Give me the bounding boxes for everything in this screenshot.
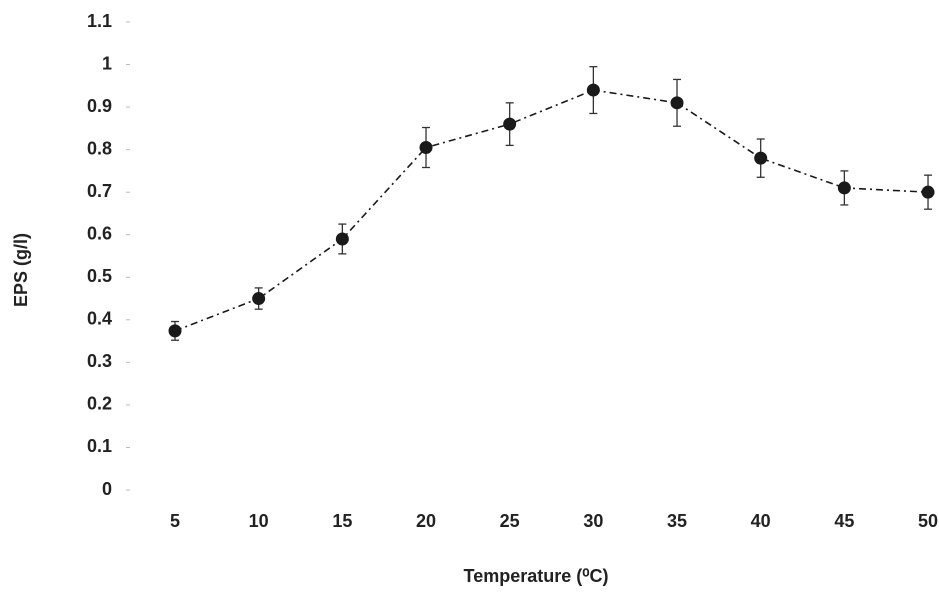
x-axis-label: Temperature (⁰C) (464, 566, 609, 586)
x-tick-label: 50 (918, 511, 938, 531)
y-tick-label: 0.4 (87, 309, 112, 329)
x-tick-label: 25 (500, 511, 520, 531)
y-tick-label: 0.3 (87, 351, 112, 371)
y-tick-label: 1 (102, 53, 112, 73)
chart: EPS (g/l) Temperature (⁰C) 0 0.1 0.2 0.3 0.4… (0, 0, 939, 592)
y-axis-label: EPS (g/l) (11, 233, 31, 307)
y-tick-label: 0.5 (87, 266, 112, 286)
y-tick-label: 0.8 (87, 138, 112, 158)
data-point (169, 324, 182, 337)
y-tick-label: 0.9 (87, 96, 112, 116)
data-point (754, 152, 767, 165)
y-tick-label: 0 (102, 479, 112, 499)
data-point (838, 181, 851, 194)
data-point (503, 118, 516, 131)
data-point (252, 292, 265, 305)
y-tick-label: 0.2 (87, 394, 112, 414)
x-tick-label: 10 (249, 511, 269, 531)
data-point (336, 232, 349, 245)
y-tick-label: 0.1 (87, 436, 112, 456)
x-tick-label: 45 (834, 511, 854, 531)
x-tick-label: 30 (583, 511, 603, 531)
x-tick-label: 15 (332, 511, 352, 531)
data-point (587, 84, 600, 97)
x-tick-label: 40 (751, 511, 771, 531)
y-tick-label: 1.1 (87, 11, 112, 31)
data-point (922, 186, 935, 199)
data-line (175, 90, 928, 331)
data-point (420, 141, 433, 154)
data-point (671, 96, 684, 109)
y-tick-label: 0.7 (87, 181, 112, 201)
x-tick-label: 35 (667, 511, 687, 531)
x-tick-label: 20 (416, 511, 436, 531)
x-tick-label: 5 (170, 511, 180, 531)
y-tick-label: 0.6 (87, 223, 112, 243)
